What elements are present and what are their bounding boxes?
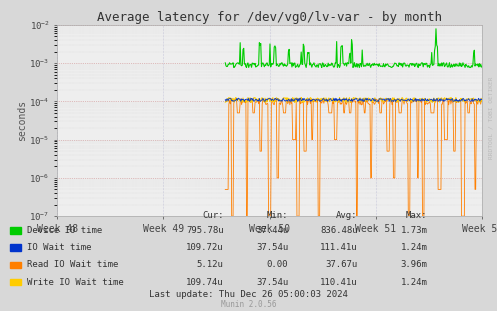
Text: 5.12u: 5.12u — [197, 261, 224, 269]
Y-axis label: seconds: seconds — [16, 100, 26, 141]
Text: 836.48u: 836.48u — [320, 226, 358, 235]
Text: 0.00: 0.00 — [267, 261, 288, 269]
Text: 110.41u: 110.41u — [320, 278, 358, 286]
Text: 795.78u: 795.78u — [186, 226, 224, 235]
Text: 1.73m: 1.73m — [401, 226, 427, 235]
Text: 37.54u: 37.54u — [256, 244, 288, 252]
Text: Read IO Wait time: Read IO Wait time — [27, 261, 119, 269]
Text: 109.74u: 109.74u — [186, 278, 224, 286]
Text: 3.96m: 3.96m — [401, 261, 427, 269]
Title: Average latency for /dev/vg0/lv-var - by month: Average latency for /dev/vg0/lv-var - by… — [97, 11, 442, 24]
Text: 37.67u: 37.67u — [326, 261, 358, 269]
Text: 37.44u: 37.44u — [256, 226, 288, 235]
Text: Cur:: Cur: — [202, 211, 224, 220]
Text: RRDTOOL / TOBI OETIKER: RRDTOOL / TOBI OETIKER — [488, 77, 493, 160]
Text: Munin 2.0.56: Munin 2.0.56 — [221, 299, 276, 309]
Text: IO Wait time: IO Wait time — [27, 244, 92, 252]
Text: Write IO Wait time: Write IO Wait time — [27, 278, 124, 286]
Text: Device IO time: Device IO time — [27, 226, 102, 235]
Text: Max:: Max: — [406, 211, 427, 220]
Text: 1.24m: 1.24m — [401, 244, 427, 252]
Text: Last update: Thu Dec 26 05:00:03 2024: Last update: Thu Dec 26 05:00:03 2024 — [149, 290, 348, 299]
Text: Avg:: Avg: — [336, 211, 358, 220]
Text: 111.41u: 111.41u — [320, 244, 358, 252]
Text: 109.72u: 109.72u — [186, 244, 224, 252]
Text: 37.54u: 37.54u — [256, 278, 288, 286]
Text: 1.24m: 1.24m — [401, 278, 427, 286]
Text: Min:: Min: — [267, 211, 288, 220]
